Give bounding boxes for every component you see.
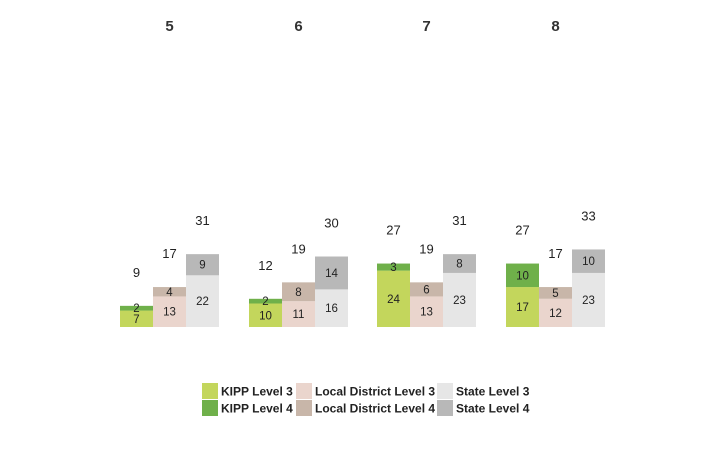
segment-label: 8 bbox=[295, 287, 301, 299]
bar-segment bbox=[377, 263, 410, 271]
bar-segment bbox=[186, 275, 219, 327]
total-label: 27 bbox=[515, 223, 529, 238]
bar-segment bbox=[153, 287, 186, 297]
segment-label: 2 bbox=[133, 303, 139, 315]
segment-label: 23 bbox=[582, 295, 595, 307]
total-label: 12 bbox=[258, 258, 272, 273]
bar-segment bbox=[120, 310, 153, 327]
total-label: 33 bbox=[581, 208, 595, 223]
segment-label: 3 bbox=[390, 262, 396, 274]
segment-label: 5 bbox=[552, 288, 558, 300]
legend-swatch bbox=[437, 400, 453, 416]
segment-label: 13 bbox=[163, 307, 176, 319]
bar-segment bbox=[153, 296, 186, 327]
legend-label: Local District Level 3 bbox=[315, 385, 435, 399]
bar-segment bbox=[506, 263, 539, 288]
bar-segment bbox=[315, 256, 348, 290]
bar-segment bbox=[377, 270, 410, 327]
total-label: 31 bbox=[452, 213, 466, 228]
segment-label: 14 bbox=[325, 268, 338, 280]
total-label: 17 bbox=[548, 246, 562, 261]
legend: KIPP Level 3 KIPP Level 4 Local District L… bbox=[202, 383, 530, 416]
grade-group-7: 7 24 3 27 13 6 19 23 8 31 bbox=[377, 18, 476, 327]
bar-segment bbox=[249, 303, 282, 327]
legend-swatch bbox=[202, 383, 218, 399]
legend-swatch bbox=[437, 383, 453, 399]
total-label: 19 bbox=[419, 241, 433, 256]
legend-swatch bbox=[202, 400, 218, 416]
grade-title: 5 bbox=[165, 18, 173, 35]
legend-item: KIPP Level 3 bbox=[202, 383, 293, 399]
segment-label: 10 bbox=[582, 256, 595, 268]
segment-label: 9 bbox=[199, 260, 205, 272]
segment-label: 10 bbox=[259, 310, 272, 322]
segment-label: 24 bbox=[387, 294, 400, 306]
bar-segment bbox=[539, 298, 572, 327]
bar-segment bbox=[572, 272, 605, 327]
bar-segment bbox=[539, 287, 572, 299]
bar-segment bbox=[186, 254, 219, 276]
legend-label: State Level 3 bbox=[456, 385, 530, 399]
segment-label: 7 bbox=[133, 314, 139, 326]
segment-label: 2 bbox=[262, 296, 268, 308]
bar-segment bbox=[443, 272, 476, 327]
grade-title: 7 bbox=[422, 18, 430, 35]
bar-segment bbox=[282, 301, 315, 327]
grade-title: 8 bbox=[551, 18, 559, 35]
total-label: 31 bbox=[195, 213, 209, 228]
segment-label: 11 bbox=[293, 309, 305, 321]
bar-segment bbox=[249, 298, 282, 304]
total-label: 19 bbox=[291, 241, 305, 256]
legend-swatch bbox=[296, 383, 312, 399]
legend-item: Local District Level 3 bbox=[296, 383, 435, 399]
bar-segment bbox=[120, 305, 153, 311]
segment-label: 22 bbox=[196, 296, 209, 308]
grade-title: 6 bbox=[294, 18, 302, 35]
grade-group-8: 8 17 10 27 12 5 17 23 10 33 bbox=[506, 18, 605, 327]
legend-label: State Level 4 bbox=[456, 402, 530, 416]
segment-label: 17 bbox=[516, 302, 529, 314]
bar-segment bbox=[443, 254, 476, 273]
total-label: 9 bbox=[133, 265, 140, 280]
legend-swatch bbox=[296, 400, 312, 416]
legend-label: KIPP Level 4 bbox=[221, 402, 293, 416]
bar-segment bbox=[410, 296, 443, 327]
total-label: 30 bbox=[324, 216, 338, 231]
total-label: 17 bbox=[162, 246, 176, 261]
segment-label: 16 bbox=[325, 303, 338, 315]
legend-item: KIPP Level 4 bbox=[202, 400, 293, 416]
bar-segment bbox=[572, 249, 605, 273]
grade-group-6: 6 10 2 12 11 8 19 16 14 30 bbox=[249, 18, 348, 327]
legend-label: Local District Level 4 bbox=[315, 402, 435, 416]
segment-label: 4 bbox=[166, 287, 173, 299]
bar-segment bbox=[410, 282, 443, 297]
segment-label: 10 bbox=[516, 270, 529, 282]
legend-item: State Level 3 bbox=[437, 383, 530, 399]
bar-segment bbox=[282, 282, 315, 302]
segment-label: 6 bbox=[423, 284, 429, 296]
bars-layer: 5729134172293161021211819161430724327136… bbox=[120, 18, 605, 327]
grade-group-5: 5 72 9 13 4 17 22 9 31 bbox=[120, 18, 219, 327]
legend-label: KIPP Level 3 bbox=[221, 385, 293, 399]
segment-label: 8 bbox=[456, 259, 462, 271]
bar-segment bbox=[315, 289, 348, 327]
segment-label: 23 bbox=[453, 295, 466, 307]
legend-item: Local District Level 4 bbox=[296, 400, 435, 416]
legend-item: State Level 4 bbox=[437, 400, 530, 416]
total-label: 27 bbox=[386, 223, 400, 238]
bar-segment bbox=[506, 287, 539, 327]
segment-label: 12 bbox=[549, 308, 562, 320]
segment-label: 13 bbox=[420, 307, 433, 319]
